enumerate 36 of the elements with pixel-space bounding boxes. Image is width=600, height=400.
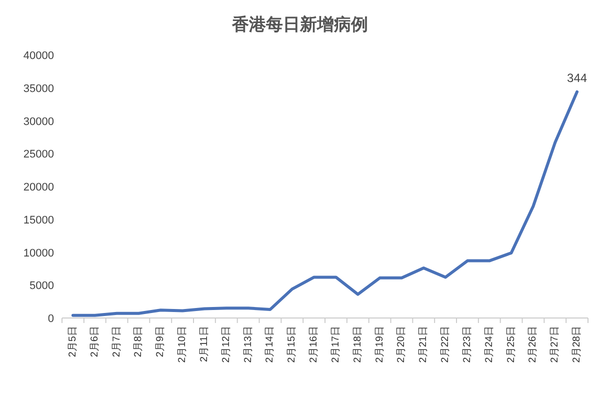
x-tick-label: 2月18日 (352, 326, 364, 363)
x-tick-label: 2月25日 (506, 326, 517, 363)
x-tick-label: 2月13日 (242, 326, 254, 363)
x-tick-label: 2月24日 (484, 326, 495, 363)
y-tick-label: 0 (48, 313, 54, 325)
chart-title: 香港每日新增病例 (231, 15, 368, 34)
x-tick-label: 2月22日 (440, 326, 452, 363)
y-tick-label: 30000 (23, 116, 54, 128)
x-tick-label: 2月14日 (264, 326, 276, 363)
y-tick-label: 20000 (23, 182, 54, 194)
x-tick-label: 2月9日 (155, 326, 166, 358)
line-series (71, 90, 579, 317)
x-tick-label: 2月19日 (374, 326, 386, 363)
y-tick-label: 10000 (23, 247, 54, 260)
x-tick-label: 2月6日 (89, 326, 100, 358)
x-tick-label: 2月23日 (462, 326, 473, 363)
x-tick-label: 2月21日 (418, 326, 430, 363)
x-tick-label: 2月17日 (330, 326, 342, 363)
y-tick-label: 35000 (23, 82, 54, 95)
x-tick-label: 2月8日 (133, 326, 144, 358)
y-tick-label: 25000 (23, 148, 54, 161)
y-tick-label: 5000 (30, 280, 54, 292)
x-tick-label: 2月5日 (67, 326, 78, 358)
x-tick-label: 2月27日 (550, 326, 561, 363)
x-tick-label: 2月15日 (286, 326, 298, 363)
x-tick-label: 2月11日 (198, 326, 210, 362)
annotation: 344 (567, 70, 588, 85)
x-tick-label: 2月28日 (572, 326, 583, 363)
x-tick-label: 2月10日 (177, 326, 188, 363)
x-tick-label: 2月12日 (220, 326, 232, 363)
y-tick-label: 40000 (23, 50, 54, 62)
y-tick-label: 15000 (23, 214, 54, 226)
x-tick-label: 2月16日 (308, 326, 320, 363)
x-tick-label: 2月20日 (396, 326, 408, 363)
x-tick-label: 2月26日 (528, 326, 539, 363)
x-tick-label: 2月7日 (111, 326, 122, 358)
